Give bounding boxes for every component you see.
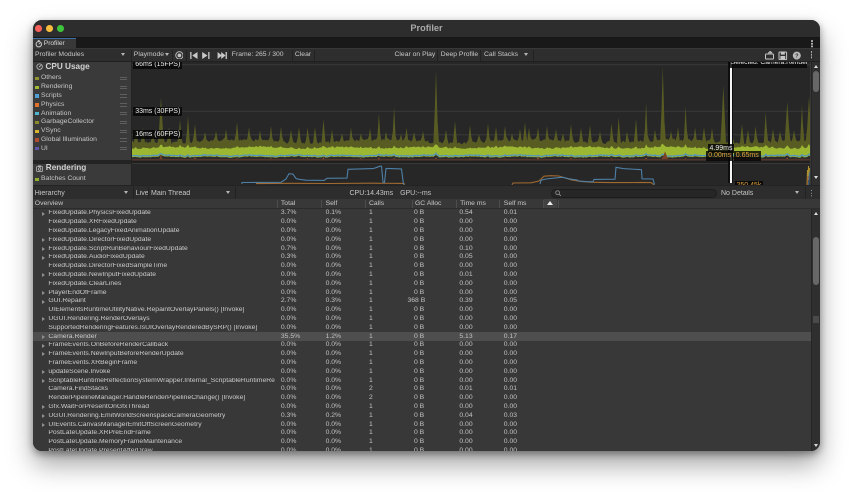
svg-text:?: ? (795, 53, 799, 59)
